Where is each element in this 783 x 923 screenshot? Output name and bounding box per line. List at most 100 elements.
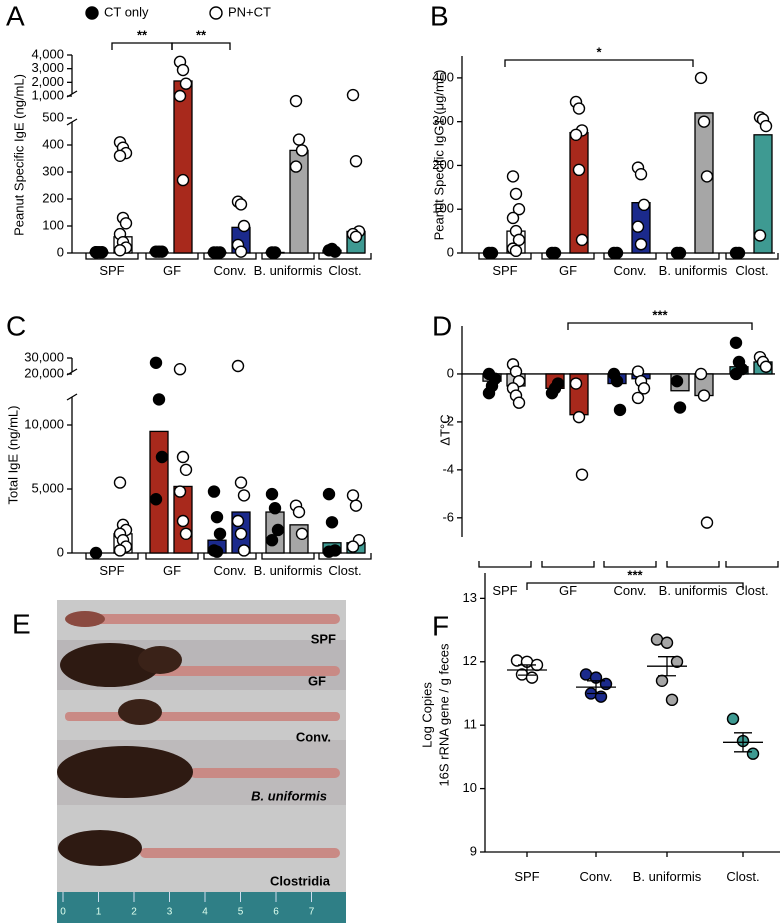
- data-point: [548, 246, 562, 260]
- category-bracket: [261, 553, 315, 560]
- data-point: [328, 245, 342, 258]
- data-point: [673, 401, 687, 414]
- category-bracket: [318, 553, 372, 560]
- y-tick-label: -4: [442, 461, 454, 476]
- y-tick-label: 0: [447, 244, 454, 259]
- data-point: [572, 163, 586, 177]
- panel-letter: C: [6, 310, 26, 341]
- data-point: [506, 211, 520, 225]
- error-bar: [587, 680, 605, 695]
- data-point: [179, 527, 193, 540]
- y-tick-label: 3,000: [31, 60, 64, 75]
- y-tick-label: -2: [442, 413, 454, 428]
- category-bracket: [725, 253, 779, 260]
- data-point: [113, 476, 127, 489]
- data-point: [149, 356, 163, 369]
- data-point: [512, 233, 526, 247]
- data-point: [637, 198, 651, 212]
- data-point: [551, 377, 565, 390]
- data-point: [660, 636, 674, 649]
- intestine: [150, 666, 340, 676]
- category-bracket: [145, 253, 199, 260]
- data-point: [610, 374, 624, 388]
- y-tick-label: 300: [432, 113, 454, 128]
- x-tick-label: Clost.: [726, 869, 760, 884]
- data-point: [569, 377, 583, 390]
- category-bracket: [261, 253, 315, 260]
- data-point: [231, 359, 245, 373]
- panel-letter: F: [432, 610, 449, 641]
- significance-bracket: [526, 582, 744, 590]
- data-point: [670, 374, 684, 388]
- data-point: [289, 160, 303, 173]
- x-tick-label: GF: [162, 563, 182, 578]
- x-tick-label: GF: [558, 263, 578, 278]
- ruler-number: 0: [60, 907, 66, 918]
- data-point: [726, 712, 740, 726]
- data-point: [575, 468, 589, 481]
- data-point: [113, 149, 127, 163]
- intestine: [95, 614, 340, 624]
- y-tick-label: 20,000: [24, 365, 64, 380]
- y-tick-label: 13: [463, 590, 477, 605]
- ruler-number: 6: [273, 907, 279, 918]
- x-tick-label: SPF: [514, 869, 540, 884]
- data-point: [665, 693, 679, 707]
- photo-label: Clostridia: [270, 873, 331, 888]
- data-point: [509, 187, 523, 201]
- y-tick-label: 1,000: [31, 87, 64, 102]
- y-tick-label: 200: [432, 157, 454, 172]
- y-tick-label: 2,000: [31, 74, 64, 89]
- data-point: [271, 523, 285, 537]
- cecum: [60, 643, 160, 687]
- y-tick-label: 0: [57, 244, 64, 259]
- data-point: [265, 487, 279, 501]
- data-point: [173, 485, 187, 498]
- photo-label: Conv.: [296, 729, 331, 744]
- category-bracket: [145, 553, 199, 560]
- data-point: [759, 119, 773, 133]
- significance-label: ***: [627, 567, 643, 582]
- intestine: [140, 848, 340, 858]
- data-point: [173, 89, 187, 103]
- data-point: [694, 71, 708, 85]
- cecum: [138, 646, 182, 674]
- data-point: [349, 154, 363, 168]
- significance-label: ***: [652, 307, 668, 322]
- data-point: [268, 246, 282, 259]
- data-point: [237, 489, 251, 502]
- category-bracket: [541, 561, 595, 568]
- x-tick-label: Clost.: [328, 563, 362, 578]
- y-axis-label: Peanut Specific IgE (ng/mL): [11, 74, 26, 236]
- data-point: [670, 655, 684, 668]
- data-point: [572, 410, 586, 424]
- y-tick-label: 9: [470, 843, 477, 858]
- error-bar: [734, 732, 752, 753]
- legend-label: CT only: [104, 4, 149, 19]
- category-bracket: [318, 253, 372, 260]
- data-point: [210, 545, 224, 558]
- x-tick-label: B. uniformis: [658, 583, 728, 598]
- data-point: [213, 246, 227, 259]
- photo: SPF GF Conv. B. uniformis Clostridia E: [12, 600, 346, 923]
- data-point: [292, 505, 306, 519]
- axis-break: [66, 393, 78, 401]
- x-tick-label: GF: [162, 263, 182, 278]
- ruler-number: 4: [202, 907, 208, 918]
- intestine: [65, 712, 340, 721]
- data-point: [506, 170, 520, 183]
- category-bracket: [203, 253, 257, 260]
- x-tick-label: Conv.: [613, 583, 647, 598]
- bar: [694, 112, 714, 254]
- data-point: [634, 167, 648, 181]
- data-point: [173, 363, 187, 376]
- data-point: [179, 77, 193, 90]
- data-point: [89, 245, 103, 259]
- y-axis-label: ΔT°C: [437, 414, 452, 445]
- data-point: [613, 403, 627, 417]
- data-point: [113, 244, 127, 257]
- x-tick-label: SPF: [99, 563, 125, 578]
- significance-bracket: [567, 322, 753, 330]
- y-axis-label: Log Copies: [419, 682, 434, 748]
